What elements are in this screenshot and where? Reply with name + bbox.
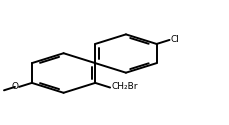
Text: CH₂Br: CH₂Br xyxy=(111,82,137,91)
Text: Cl: Cl xyxy=(170,35,179,44)
Text: O: O xyxy=(11,82,18,91)
